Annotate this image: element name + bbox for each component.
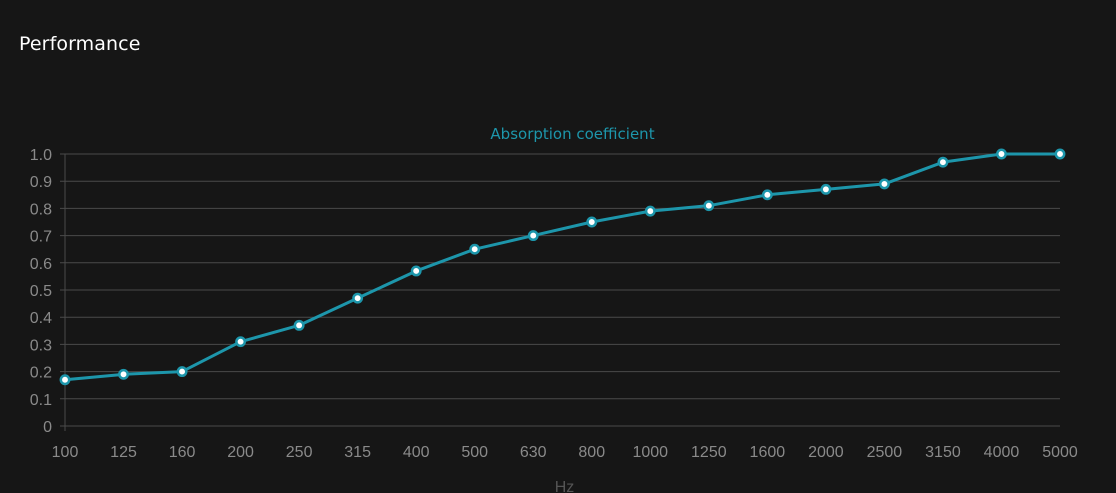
x-tick-label: 400 xyxy=(403,444,430,461)
series-line xyxy=(64,152,1060,382)
x-tick-label: 1250 xyxy=(691,444,727,461)
y-tick-label: 0.2 xyxy=(30,365,52,382)
data-point[interactable] xyxy=(937,156,949,168)
data-point[interactable] xyxy=(820,183,832,195)
data-point[interactable] xyxy=(996,148,1007,160)
x-tick-label: 630 xyxy=(520,444,547,461)
y-axis-ticks: 0 0.1 0.2 0.3 0.4 0.5 0.6 0.7 0.8 0.9 1.0 xyxy=(30,147,52,436)
x-tick-label: 100 xyxy=(52,444,79,461)
data-point[interactable] xyxy=(878,178,890,190)
series-group xyxy=(59,148,1066,386)
data-point[interactable] xyxy=(293,319,305,331)
data-point[interactable] xyxy=(118,368,129,380)
y-tick-label: 0.7 xyxy=(30,229,52,246)
x-tick-label: 1600 xyxy=(750,444,786,461)
x-tick-label: 160 xyxy=(169,444,196,461)
y-tick-label: 0.5 xyxy=(30,283,52,300)
x-tick-label: 3150 xyxy=(925,444,961,461)
data-point[interactable] xyxy=(352,292,364,304)
data-point[interactable] xyxy=(469,243,481,255)
x-tick-label: 4000 xyxy=(984,444,1020,461)
x-tick-label: 250 xyxy=(286,444,313,461)
y-tick-label: 0.9 xyxy=(30,174,52,191)
data-point[interactable] xyxy=(644,205,656,217)
y-tick-label: 0 xyxy=(43,419,52,436)
y-tick-label: 0.8 xyxy=(30,201,52,218)
page-title: Performance xyxy=(19,33,141,55)
grid-lines xyxy=(60,153,1060,431)
y-tick-label: 0.3 xyxy=(30,337,52,354)
data-point[interactable] xyxy=(235,336,247,348)
x-tick-label: 800 xyxy=(578,444,605,461)
data-point[interactable] xyxy=(761,189,773,201)
x-axis-ticks: 100 125 160 200 250 315 400 500 630 800 1000 1250 16… xyxy=(52,444,1078,461)
data-point[interactable] xyxy=(176,366,188,378)
data-point[interactable] xyxy=(703,200,715,212)
y-tick-label: 1.0 xyxy=(30,147,52,164)
x-tick-label: 2500 xyxy=(867,444,903,461)
x-tick-label: 2000 xyxy=(808,444,844,461)
data-point[interactable] xyxy=(586,216,598,228)
y-tick-label: 0.6 xyxy=(30,256,52,273)
data-point[interactable] xyxy=(59,374,71,386)
chart-title: Absorption coefficient xyxy=(490,125,654,143)
data-point[interactable] xyxy=(527,230,539,242)
data-point[interactable] xyxy=(1054,148,1066,160)
y-tick-label: 0.4 xyxy=(30,310,52,327)
x-tick-label: 200 xyxy=(227,444,254,461)
data-point[interactable] xyxy=(410,265,422,277)
x-tick-label: 500 xyxy=(461,444,488,461)
x-axis-label: Hz xyxy=(555,479,575,493)
x-tick-label: 125 xyxy=(110,444,137,461)
y-tick-label: 0.1 xyxy=(30,392,52,409)
x-tick-label: 5000 xyxy=(1042,444,1078,461)
x-tick-label: 1000 xyxy=(632,444,668,461)
x-tick-label: 315 xyxy=(344,444,371,461)
